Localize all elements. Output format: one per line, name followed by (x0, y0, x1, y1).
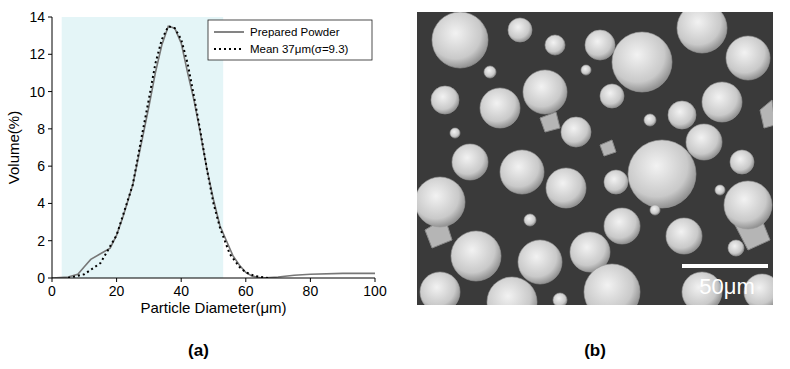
x-axis-label: Particle Diameter(μm) (140, 299, 286, 316)
sem-particle (604, 208, 640, 244)
legend-swatch (214, 31, 244, 33)
sem-particle (432, 12, 488, 68)
sem-particle (518, 240, 562, 284)
panel-label: (a) (188, 341, 209, 360)
y-axis-line (52, 17, 53, 278)
y-tick (48, 54, 52, 55)
legend-swatch (214, 48, 244, 50)
x-tick (52, 278, 53, 282)
sem-particle (480, 88, 520, 128)
sem-particle (431, 86, 459, 114)
legend-label: Mean 37μm(σ=9.3) (250, 43, 349, 55)
y-tick (48, 240, 52, 241)
panel-label: (b) (584, 341, 606, 360)
x-tick (310, 278, 311, 282)
sem-flake (600, 140, 616, 156)
sem-image (417, 12, 773, 305)
y-tick (48, 17, 52, 18)
sem-particle (500, 150, 544, 194)
series-line (52, 26, 375, 278)
y-tick (48, 91, 52, 92)
sem-particle (612, 32, 672, 92)
sem-particle (724, 181, 772, 229)
sem-particle (650, 205, 660, 215)
sem-particle (484, 66, 496, 78)
sem-particle (702, 82, 742, 122)
sem-particle (715, 185, 725, 195)
x-tick (116, 278, 117, 282)
scale-bar-label: 50μm (699, 274, 754, 299)
series-line (68, 26, 268, 278)
sem-background (417, 12, 773, 305)
legend-label: Prepared Powder (250, 26, 340, 38)
sem-particle (677, 12, 727, 53)
legend: Prepared Powder Mean 37μm(σ=9.3) (208, 20, 372, 60)
x-tick-label: 40 (173, 283, 189, 299)
sem-particle (666, 218, 702, 254)
y-tick (48, 278, 52, 279)
sem-particle (644, 114, 656, 126)
sem-particle (417, 177, 465, 227)
plot-area (52, 17, 375, 278)
sem-particle (452, 144, 488, 180)
sem-particle (523, 70, 567, 114)
sem-particle (668, 101, 696, 129)
x-tick-label: 80 (303, 283, 319, 299)
x-tick-label: 0 (48, 283, 56, 299)
y-tick (48, 166, 52, 167)
y-tick-label: 12 (29, 46, 45, 62)
x-tick (245, 278, 246, 282)
sem-particle (420, 272, 460, 305)
sem-flake (760, 100, 773, 128)
y-tick (48, 128, 52, 129)
axes: 0 20 40 60 80 100 0 2 4 6 8 10 12 14 (29, 9, 386, 299)
sem-particle (730, 150, 754, 174)
sem-particle (628, 140, 696, 208)
sem-flake (540, 112, 560, 132)
sem-particle (581, 65, 591, 75)
legend-box (208, 20, 372, 60)
scale-bar (682, 264, 768, 268)
sem-particle (524, 214, 536, 226)
sem-particle (451, 231, 501, 281)
x-tick-label: 100 (363, 283, 387, 299)
x-tick-label: 20 (109, 283, 125, 299)
x-tick-label: 60 (238, 283, 254, 299)
sem-particle (728, 240, 744, 256)
sem-particle (553, 293, 567, 305)
x-axis-line (52, 278, 375, 279)
sem-particle (561, 117, 591, 147)
sem-particle (585, 30, 615, 60)
x-tick (375, 278, 376, 282)
sem-particle (450, 128, 460, 138)
highlight-band (62, 17, 224, 278)
y-tick-label: 4 (37, 195, 45, 211)
y-tick-label: 2 (37, 233, 45, 249)
y-tick-label: 10 (29, 84, 45, 100)
sem-particle (600, 84, 624, 108)
sem-particle (604, 170, 628, 194)
x-tick (181, 278, 182, 282)
figure: 0 20 40 60 80 100 0 2 4 6 8 10 12 14 Particle Diameter… (0, 0, 790, 369)
y-tick-label: 6 (37, 158, 45, 174)
sem-particle (726, 36, 770, 80)
sem-particle (508, 18, 532, 42)
sem-particle (487, 277, 537, 305)
sem-particle (686, 124, 722, 160)
sem-particle (584, 264, 640, 305)
y-tick (48, 203, 52, 204)
y-tick-label: 0 (37, 270, 45, 286)
y-axis-label: Volume(%) (5, 111, 22, 184)
sem-particle (545, 35, 565, 55)
y-tick-label: 14 (29, 9, 45, 25)
y-tick-label: 8 (37, 121, 45, 137)
sem-particle (546, 168, 586, 208)
